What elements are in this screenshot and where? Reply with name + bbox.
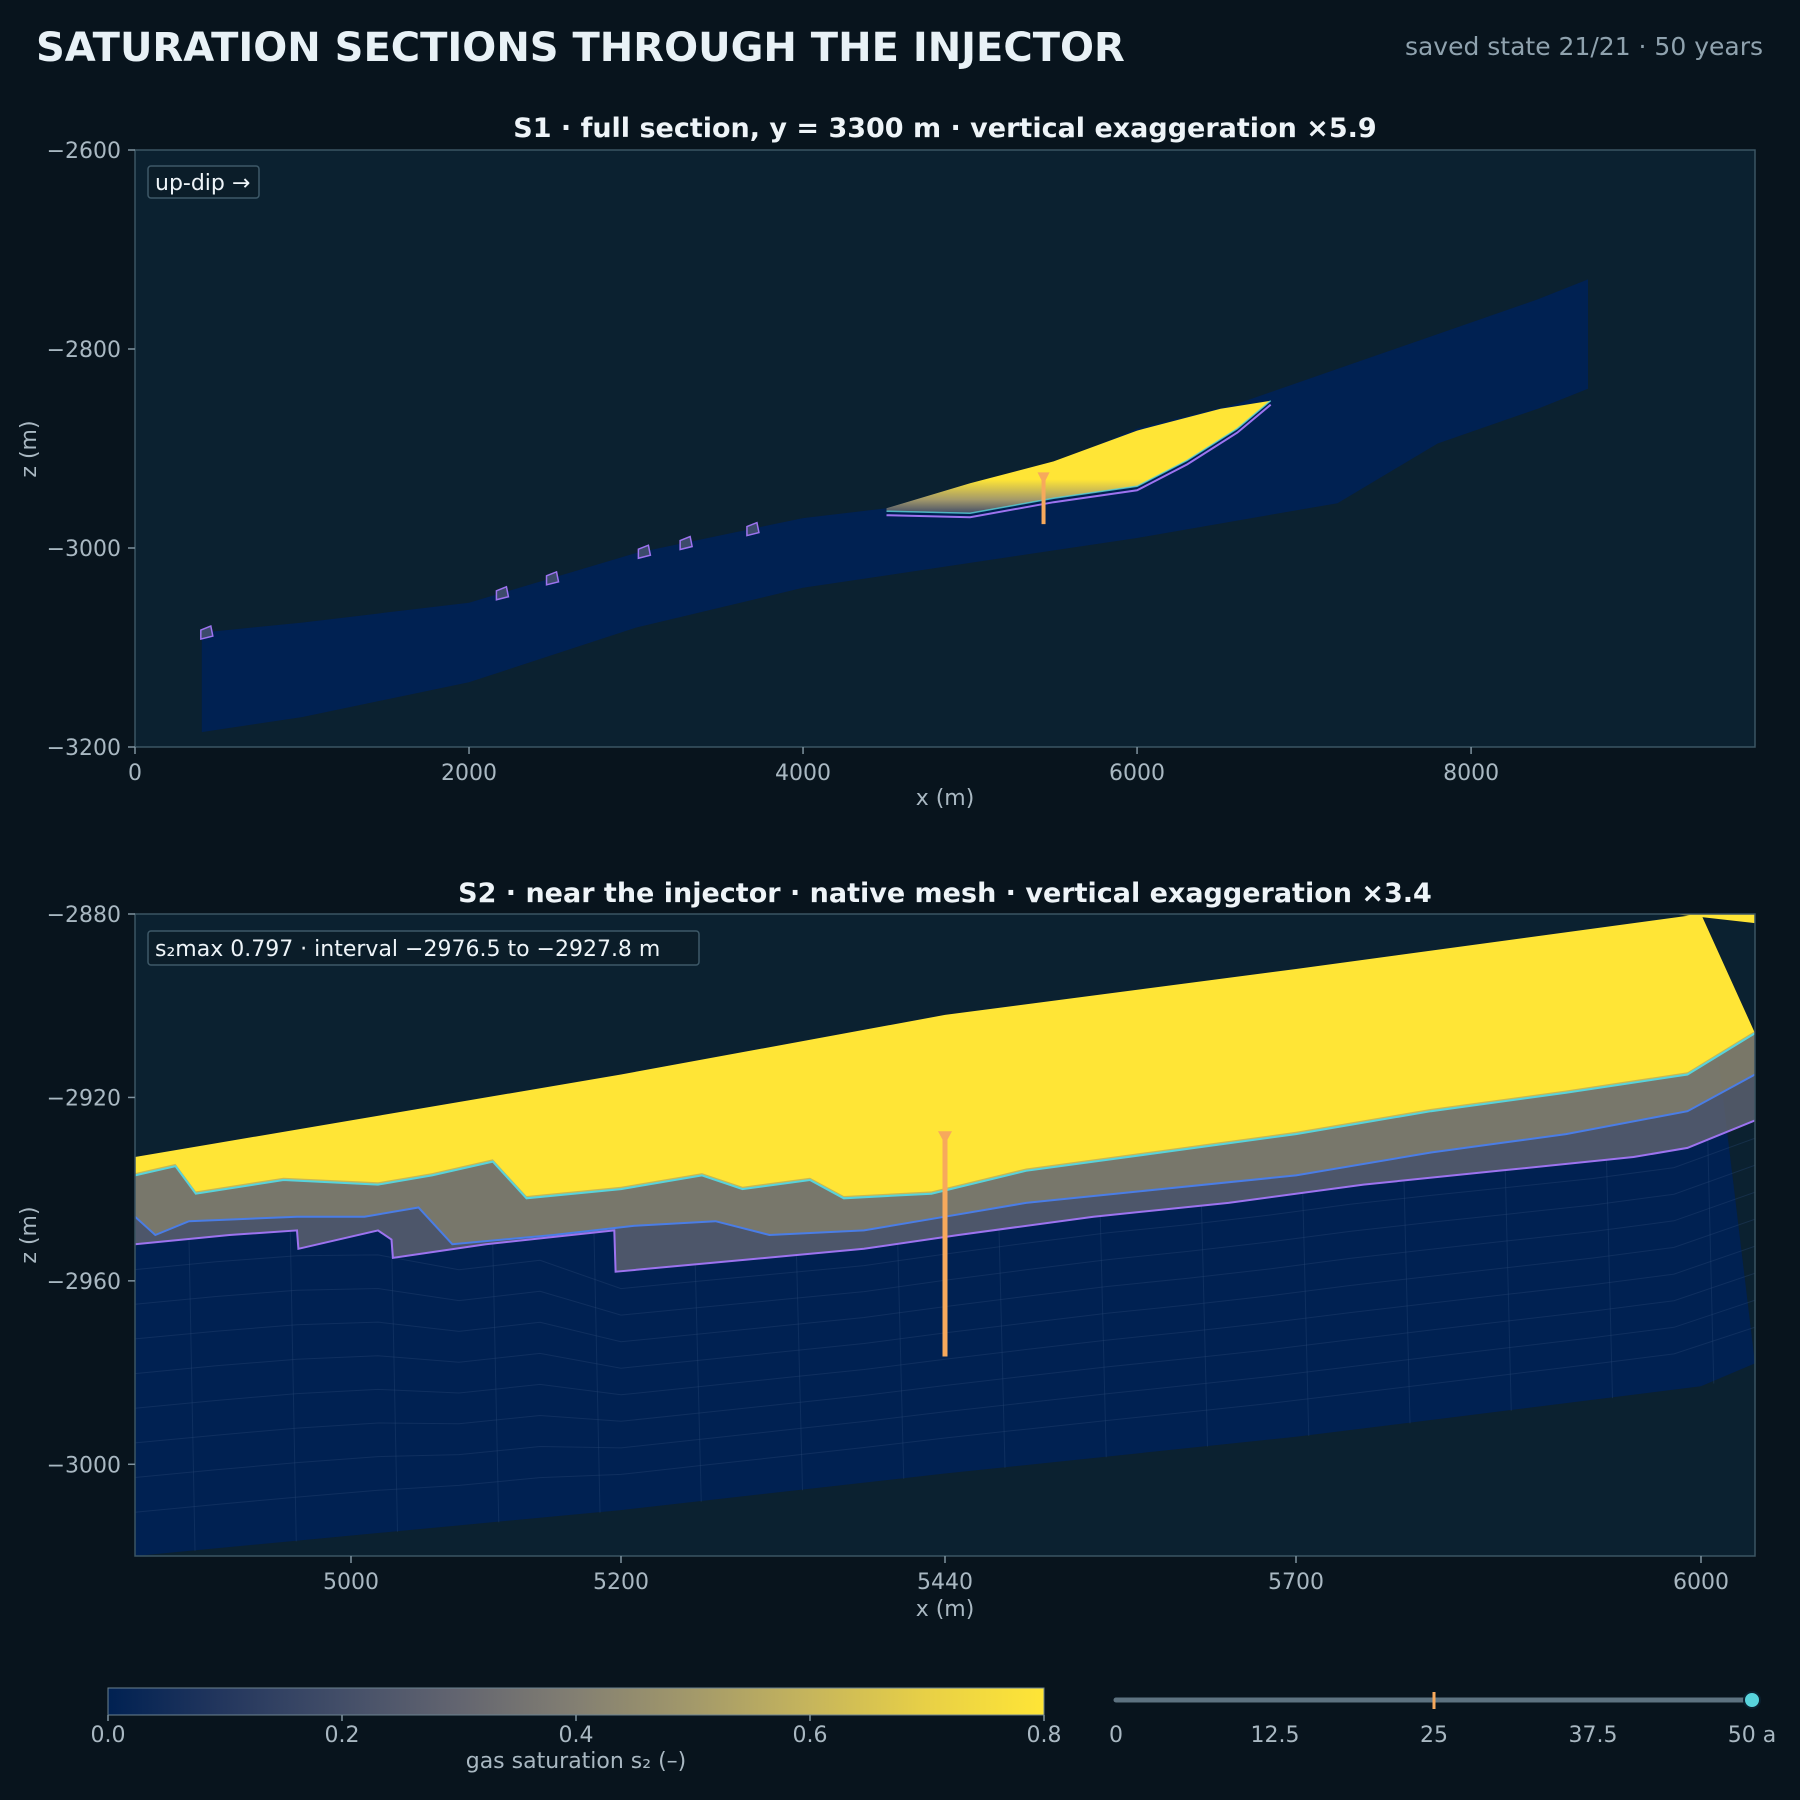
- gas-plume: [886, 400, 1271, 514]
- mesh-edge: [492, 1243, 500, 1523]
- panel-s1-xtick-label: 2000: [441, 761, 497, 786]
- panel-s1-xtick-label: 8000: [1443, 761, 1499, 786]
- mesh-edge: [1504, 1170, 1512, 1411]
- colorbar-tick-label: 0.2: [325, 1723, 360, 1748]
- panel-s2-xtick-label: 5440: [917, 1570, 973, 1595]
- panel-s2-ytick-label: −3000: [47, 1453, 121, 1478]
- mesh-edge: [188, 1238, 196, 1551]
- colorbar-tick-label: 0.0: [91, 1723, 126, 1748]
- panel-s2-badge: s₂max 0.797 · interval −2976.5 to −2927.…: [147, 930, 700, 966]
- residual-gas-patch: [746, 521, 760, 537]
- panel-s2-badge-text: s₂max 0.797 · interval −2976.5 to −2927.…: [155, 937, 660, 962]
- mesh-edge: [1707, 1139, 1715, 1384]
- panel-s1-frame: [134, 149, 1756, 748]
- time-slider-tick-label: 37.5: [1569, 1723, 1618, 1748]
- panel-s1-ytick-label: −3000: [47, 537, 121, 562]
- time-slider-thumb[interactable]: [1743, 1691, 1761, 1709]
- panel-s2-xtick-label: 5700: [1268, 1570, 1324, 1595]
- panel-s2-ylabel: z (m): [17, 1206, 42, 1263]
- panel-s1-title: S1 · full section, y = 3300 m · vertical…: [513, 113, 1376, 144]
- time-slider-tick-label: 50 a: [1728, 1723, 1776, 1748]
- panel-s1-xtick-label: 6000: [1109, 761, 1165, 786]
- colorbar-ramp: [107, 1687, 1045, 1716]
- panel-s1: S1 · full section, y = 3300 m · vertical…: [17, 113, 1756, 811]
- figure-title: SATURATION SECTIONS THROUGH THE INJECTOR: [36, 25, 1125, 71]
- panel-s1-xtick-label: 0: [128, 761, 142, 786]
- mesh-edge: [593, 1232, 601, 1513]
- residual-gas-patch: [545, 570, 560, 586]
- state-indicator: saved state 21/21 · 50 years: [1405, 32, 1763, 61]
- panel-s1-ytick-label: −2800: [47, 338, 121, 363]
- time-slider-tick-label: 25: [1420, 1723, 1448, 1748]
- residual-gas-patch: [200, 625, 214, 641]
- panel-s1-badge-box: [147, 165, 260, 199]
- mesh-edge: [391, 1239, 398, 1532]
- mesh-edge: [796, 1254, 803, 1491]
- mesh-layer: [135, 1272, 1755, 1444]
- panel-s2-xtick-label: 5000: [323, 1570, 379, 1595]
- colorbar-tick-label: 0.6: [793, 1723, 828, 1748]
- time-slider-tick-label: 0: [1109, 1723, 1123, 1748]
- panel-s1-xtick-label: 4000: [775, 761, 831, 786]
- mesh-edge: [897, 1243, 905, 1479]
- panel-s1-ytick-label: −3200: [47, 736, 121, 761]
- panel-s2-ytick-label: −2920: [47, 1086, 121, 1111]
- colorbar-ticks: 0.0 0.2 0.4 0.6 0.8: [91, 1715, 1062, 1748]
- panel-s1-badge: up-dip →: [147, 165, 260, 199]
- saturation-contour-cyan: [135, 1032, 1755, 1200]
- residual-gas-patch: [679, 535, 694, 551]
- panel-s2: S2 · near the injector · native mesh · v…: [17, 878, 1756, 1622]
- mesh-edge: [1403, 1180, 1411, 1424]
- mesh-edge: [1302, 1192, 1310, 1436]
- colorbar: 0.0 0.2 0.4 0.6 0.8 gas saturation s₂ (–): [91, 1687, 1062, 1774]
- time-slider-ticks: 0 12.5 25 37.5 50 a: [1109, 1723, 1776, 1748]
- plume-contour-violet: [886, 403, 1272, 519]
- mesh-edge: [694, 1264, 702, 1502]
- panel-s1-badge-text: up-dip →: [155, 171, 250, 196]
- mesh-layer: [135, 1326, 1755, 1513]
- colorbar-tick-label: 0.4: [559, 1723, 594, 1748]
- saturation-contour-violet: [135, 1119, 1755, 1273]
- residual-gas-patch: [637, 544, 652, 560]
- panel-s2-badge-box: [147, 930, 700, 966]
- injector-marker: [1037, 472, 1050, 485]
- saturation-contour-blue: [135, 1073, 1755, 1246]
- plume-contour-cyan: [886, 400, 1272, 514]
- panel-s2-title: S2 · near the injector · native mesh · v…: [458, 878, 1432, 909]
- mesh-layer: [135, 1299, 1755, 1478]
- time-slider[interactable]: 0 12.5 25 37.5 50 a: [1109, 1691, 1776, 1748]
- mesh-edge: [1606, 1159, 1613, 1399]
- panel-s1-xlabel: x (m): [916, 786, 975, 811]
- gas-plume: [135, 914, 1755, 1199]
- panel-s2-section: [135, 914, 1755, 1556]
- injector-marker: [938, 1131, 952, 1145]
- mesh-edge: [1099, 1215, 1107, 1458]
- panel-s2-xtick-label: 5200: [593, 1570, 649, 1595]
- mesh-edge: [998, 1229, 1006, 1468]
- panel-s1-ylabel: z (m): [17, 420, 42, 477]
- panel-s2-axes: 5000 5200 5440 5700 6000 −2880 −2920 −2960 −3000: [47, 903, 1729, 1595]
- panel-s1-ytick-label: −2600: [47, 139, 121, 164]
- panel-s2-xlabel: x (m): [916, 1597, 975, 1622]
- mesh-layer: [135, 1245, 1755, 1409]
- mesh-edge: [1201, 1205, 1208, 1447]
- panel-s2-ytick-label: −2960: [47, 1270, 121, 1295]
- time-slider-tick-label: 12.5: [1251, 1723, 1300, 1748]
- panel-s2-ytick-label: −2880: [47, 903, 121, 928]
- colorbar-tick-label: 0.8: [1027, 1723, 1062, 1748]
- residual-gas-patch: [495, 585, 510, 601]
- panel-s1-section: [200, 279, 1588, 733]
- colorbar-label: gas saturation s₂ (–): [466, 1749, 687, 1774]
- mesh-edge: [289, 1230, 297, 1542]
- panel-s1-axes: 0 2000 4000 6000 8000 −2600 −2800 −3000 −3200: [47, 139, 1500, 786]
- panel-s2-xtick-label: 6000: [1673, 1570, 1729, 1595]
